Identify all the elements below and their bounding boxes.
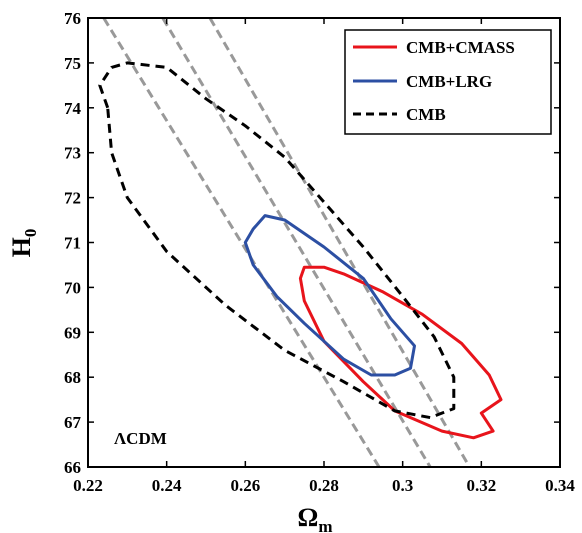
legend: CMB+CMASS CMB+LRG CMB [344,29,552,135]
series-contour-cmb-lrg [243,214,416,377]
y-tick-label: 74 [64,99,82,118]
reference-line [102,18,381,467]
y-tick-label: 71 [64,234,81,253]
x-tick-label: 0.28 [309,476,339,495]
legend-label-cmb-lrg: CMB+LRG [406,72,492,91]
reference-line [161,18,432,467]
legend-label-cmb: CMB [406,105,446,124]
x-tick-label: 0.24 [152,476,182,495]
reference-line [208,18,471,467]
x-tick-label: 0.32 [466,476,496,495]
y-axis-label-sub: 0 [21,229,40,238]
reference-lines [102,18,471,467]
y-tick-label: 72 [64,189,81,208]
y-tick-label: 75 [64,54,81,73]
plot-frame [87,17,561,468]
tick-labels: 0.22 0.24 0.26 0.28 0.3 0.32 0.34 66 67 68 69 70 71 7… [64,9,575,495]
x-axis-label-sub: m [318,517,332,533]
x-axis-label-main: Ω [298,503,319,532]
x-tick-label: 0.3 [392,476,413,495]
y-tick-label: 66 [64,458,81,477]
y-tick-label: 70 [64,278,81,297]
series-contour-cmb-cmass [298,265,503,440]
y-axis-label-main: H [7,237,36,257]
y-axis-label: H0 [7,229,40,258]
contours [98,61,503,440]
y-tick-label: 73 [64,144,81,163]
legend-label-cmb-cmass: CMB+CMASS [406,38,515,57]
x-tick-label: 0.26 [230,476,260,495]
x-tick-label: 0.34 [545,476,575,495]
y-tick-label: 68 [64,368,81,387]
x-axis-label: Ωm [298,503,333,533]
series-contour-cmb [98,61,456,420]
y-tick-label: 76 [64,9,81,28]
y-tick-label: 69 [64,323,81,342]
model-annotation: ΛCDM [114,429,167,448]
y-tick-label: 67 [64,413,82,432]
x-tick-label: 0.22 [73,476,103,495]
